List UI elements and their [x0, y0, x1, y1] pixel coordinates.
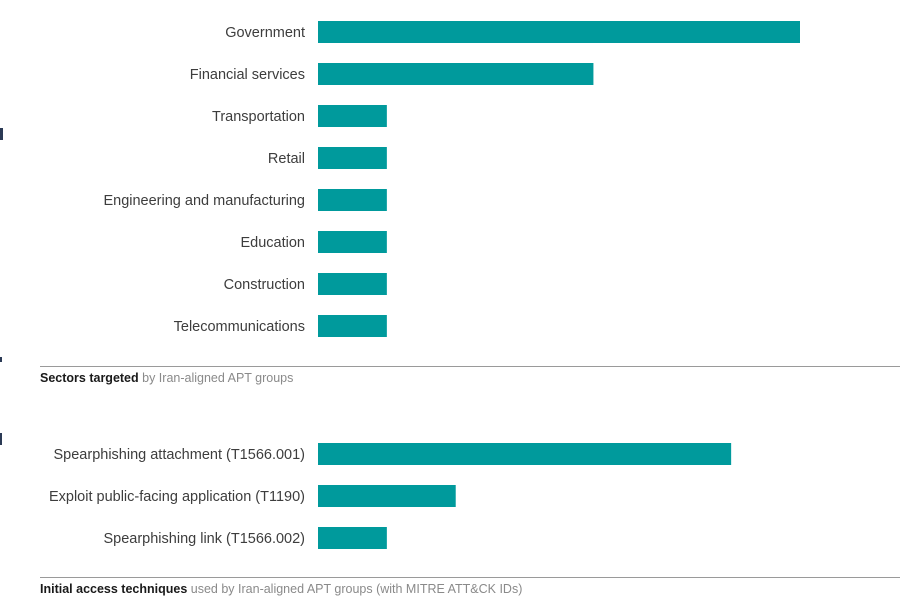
technique-label: Spearphishing link (T1566.002) — [103, 531, 305, 547]
sector-label: Construction — [224, 277, 305, 293]
techniques-chart-caption: Initial access techniques used by Iran-a… — [40, 582, 522, 596]
edge-mark — [0, 128, 3, 140]
sector-bar — [318, 189, 387, 211]
sector-bar — [318, 21, 800, 43]
techniques-caption-rest: used by Iran-aligned APT groups (with MI… — [187, 582, 523, 596]
sectors-caption-rest: by Iran-aligned APT groups — [138, 371, 294, 385]
technique-label: Exploit public-facing application (T1190… — [49, 489, 305, 505]
sector-label: Government — [225, 25, 305, 41]
sector-bar — [318, 315, 387, 337]
edge-mark — [0, 357, 2, 362]
techniques-chart-rule — [40, 577, 900, 578]
technique-label: Spearphishing attachment (T1566.001) — [54, 447, 306, 463]
technique-bar — [318, 527, 387, 549]
sector-label: Engineering and manufacturing — [103, 193, 305, 209]
sector-label: Education — [241, 235, 306, 251]
sectors-chart: Government Financial services Transportati… — [40, 21, 900, 385]
technique-bar — [318, 443, 732, 465]
sectors-chart-rule — [40, 366, 900, 367]
sector-bar — [318, 273, 387, 295]
sector-label: Retail — [268, 151, 305, 167]
techniques-caption-bold: Initial access techniques — [40, 582, 188, 596]
sector-bar — [318, 105, 387, 127]
sector-bar — [318, 63, 594, 85]
techniques-chart-svg: Spearphishing attachment (T1566.001) Expl… — [49, 443, 732, 549]
sectors-caption-bold: Sectors targeted — [40, 371, 139, 385]
edge-mark — [0, 433, 2, 445]
sector-bar — [318, 147, 387, 169]
technique-bar — [318, 485, 456, 507]
sector-label: Financial services — [190, 67, 305, 83]
sectors-chart-caption: Sectors targeted by Iran-aligned APT gro… — [40, 371, 293, 385]
sector-bar — [318, 231, 387, 253]
sector-label: Transportation — [212, 109, 305, 125]
sector-label: Telecommunications — [174, 319, 305, 335]
sectors-chart-svg: Government Financial services Transportati… — [103, 21, 800, 337]
